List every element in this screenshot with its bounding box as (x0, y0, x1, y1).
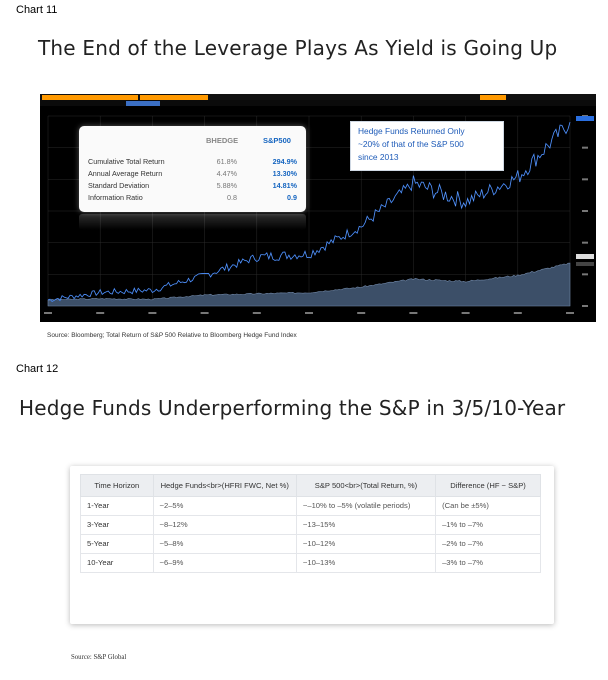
y-tick-mark (582, 305, 588, 307)
x-tick-mark (252, 312, 261, 314)
table-cell-hf: ~2–5% (152, 496, 297, 516)
toolbar-chip (104, 95, 138, 100)
table-cell-sp: ~10–12% (295, 534, 437, 554)
stats-bhedge-value: 61.8% (216, 157, 237, 166)
bhedge-last-value-tag (576, 254, 594, 259)
x-tick-mark (461, 312, 470, 314)
table-cell-horizon: 5-Year (80, 534, 154, 554)
chart-annotation: Hedge Funds Returned Only ~20% of that o… (350, 121, 504, 171)
table-header-cell: S&P 500<br>(Total Return, %) (295, 474, 437, 497)
stats-row-label: Standard Deviation (88, 181, 150, 190)
y-tick-mark (582, 178, 588, 181)
table-cell-diff: –2% to –7% (435, 534, 541, 554)
stats-reflection (79, 214, 306, 230)
table-cell-hf: ~8–12% (152, 515, 297, 535)
chart12-label: Chart 12 (16, 363, 59, 375)
table-cell-horizon: 10-Year (80, 553, 154, 573)
annotation-line: Hedge Funds Returned Only (358, 126, 465, 136)
stats-row-label: Information Ratio (88, 193, 143, 202)
stats-header-sp500: S&P500 (263, 136, 291, 145)
stats-row-label: Annual Average Return (88, 169, 163, 178)
stats-sp500-value: 0.9 (287, 193, 297, 202)
table-row: 3-Year ~8–12% ~13–15% –1% to –7% (80, 515, 541, 535)
stats-sp500-value: 14.81% (272, 181, 297, 190)
comparison-table-card: Time Horizon Hedge Funds<br>(HFRI FWC, N… (70, 466, 554, 624)
table-row: 5-Year ~5–8% ~10–12% –2% to –7% (80, 534, 541, 554)
chart12-source: Source: S&P Global (71, 654, 127, 661)
bhedge-area-series (47, 262, 571, 307)
x-tick-mark (44, 312, 52, 314)
annotation-line: ~20% of that of the S&P 500 (358, 139, 464, 149)
x-tick-mark (148, 312, 157, 314)
y-tick-mark (582, 210, 588, 212)
stats-row-label: Cumulative Total Return (88, 157, 165, 166)
table-cell-horizon: 3-Year (80, 515, 154, 535)
table-cell-sp: ~–10% to –5% (volatile periods) (295, 496, 437, 516)
stats-bhedge-value: 5.88% (216, 181, 237, 190)
bloomberg-menu-row (40, 100, 596, 106)
table-header-cell: Difference (HF − S&P) (435, 474, 541, 497)
table-cell-hf: ~5–8% (152, 534, 297, 554)
table-cell-horizon: 1-Year (80, 496, 154, 516)
table-row: 1-Year ~2–5% ~–10% to –5% (volatile peri… (80, 496, 541, 516)
bloomberg-toolbar (40, 94, 596, 100)
table-header-cell: Time Horizon (80, 474, 154, 497)
x-tick-mark (357, 312, 366, 314)
table-header-cell: Hedge Funds<br>(HFRI FWC, Net %) (152, 474, 297, 497)
table-cell-hf: ~6–9% (152, 553, 297, 573)
toolbar-chip (42, 95, 76, 100)
toolbar-chip (75, 95, 105, 100)
stats-bhedge-value: 0.8 (227, 193, 237, 202)
chart11-source: Source: Bloomberg; Total Return of S&P 5… (47, 332, 297, 339)
y-tick-mark (582, 241, 588, 244)
chart11-title: The End of the Leverage Plays As Yield i… (38, 36, 558, 60)
table-cell-sp: ~10–13% (295, 553, 437, 573)
chart11-label: Chart 11 (16, 4, 58, 16)
comparison-table: Time Horizon Hedge Funds<br>(HFRI FWC, N… (80, 474, 541, 573)
stats-sp500-value: 294.9% (272, 157, 297, 166)
x-tick-mark (305, 312, 313, 314)
table-cell-sp: ~13–15% (295, 515, 437, 535)
table-cell-diff: –1% to –7% (435, 515, 541, 535)
sp500-last-value-tag (576, 116, 594, 121)
table-cell-diff: (Can be ±5%) (435, 496, 541, 516)
toolbar-chip (126, 101, 160, 106)
stats-overlay: BHEDGE S&P500 Cumulative Total Return 61… (79, 126, 306, 212)
table-cell-diff: –3% to –7% (435, 553, 541, 573)
stats-header-bhedge: BHEDGE (206, 136, 239, 145)
x-tick-mark (200, 312, 209, 314)
value-tag (576, 262, 594, 266)
x-tick-mark (566, 312, 574, 314)
y-tick-mark (582, 273, 588, 276)
performance-chart (44, 115, 594, 314)
table-header-row: Time Horizon Hedge Funds<br>(HFRI FWC, N… (80, 474, 541, 497)
annotation-line: since 2013 (358, 152, 399, 162)
sp500-line-highlight (47, 122, 571, 302)
chart12-title: Hedge Funds Underperforming the S&P in 3… (19, 396, 566, 420)
y-tick-mark (582, 146, 588, 149)
x-tick-mark (513, 312, 522, 314)
stats-sp500-value: 13.30% (272, 169, 297, 178)
table-row: 10-Year ~6–9% ~10–13% –3% to –7% (80, 553, 541, 573)
x-tick-mark (409, 312, 418, 314)
x-tick-mark (96, 312, 105, 314)
toolbar-chip (168, 95, 208, 100)
stats-bhedge-value: 4.47% (216, 169, 237, 178)
toolbar-chip (140, 95, 168, 100)
toolbar-chip (480, 95, 506, 100)
